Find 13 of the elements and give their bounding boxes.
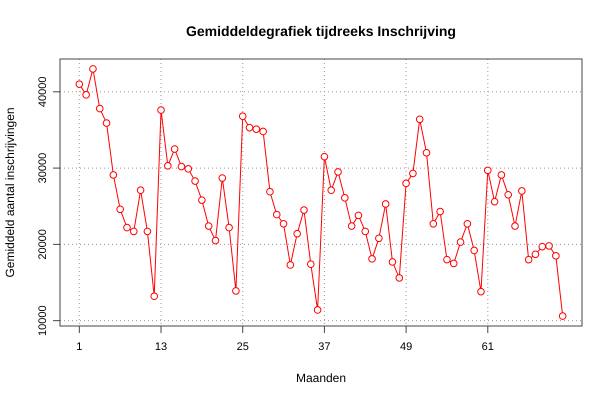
x-tick-label: 1: [76, 341, 82, 353]
x-tick-label: 61: [482, 341, 494, 353]
y-tick-label: 30000: [37, 152, 49, 184]
x-tick-label: 37: [318, 341, 331, 353]
y-tick-label: 20000: [37, 229, 49, 260]
chart-title: Gemiddeldegrafiek tijdreeks Inschrijving: [186, 23, 456, 39]
x-axis-title: Maanden: [296, 371, 346, 385]
x-tick-label: 13: [154, 341, 168, 353]
y-tick-label: 40000: [37, 76, 49, 108]
x-tick-label: 25: [236, 341, 249, 353]
y-axis-title: Gemiddeld aantal inschrijvingen: [3, 107, 17, 278]
y-tick-label: 10000: [37, 305, 49, 336]
x-tick-label: 49: [400, 341, 412, 353]
